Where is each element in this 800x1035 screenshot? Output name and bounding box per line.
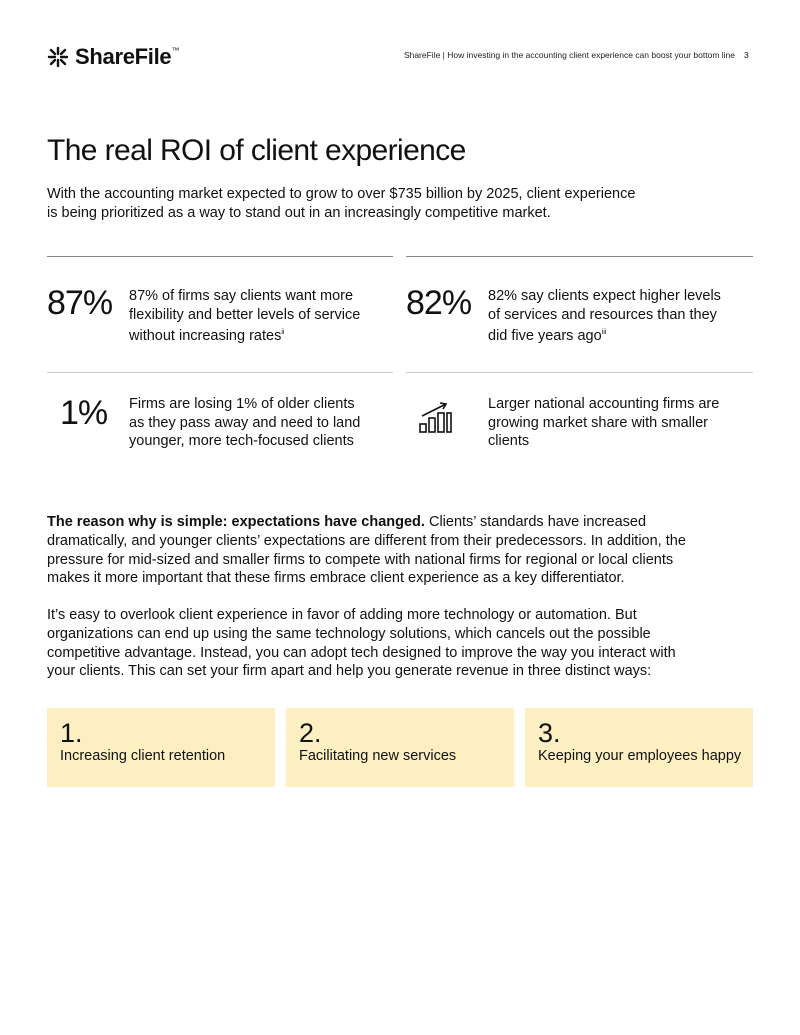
paragraph-text: Clients’ standards have increased dramat… — [47, 514, 686, 587]
growth-icon — [419, 402, 452, 433]
logo: ShareFile™ — [47, 44, 179, 70]
divider — [47, 256, 393, 257]
lead-in: The reason why is simple: expectations h… — [47, 514, 425, 530]
stat-copy: 82% say clients expect higher levels of … — [488, 288, 721, 344]
logo-icon — [47, 46, 69, 68]
divider — [406, 256, 753, 257]
stat-figure: 87% — [47, 284, 113, 322]
way-card: 1. Increasing client retention — [47, 708, 275, 787]
stat-copy: 87% of firms say clients want more flexi… — [129, 288, 361, 344]
way-label: Facilitating new services — [299, 748, 457, 764]
stat-text: Firms are losing 1% of older clients as … — [129, 396, 361, 449]
intro: With the accounting market expected to g… — [47, 186, 636, 221]
way-number: 3. — [538, 718, 561, 748]
stat-text: 82% say clients expect higher levels of … — [488, 287, 723, 345]
running-title: ShareFile | How investing in the account… — [403, 50, 735, 60]
stat-figure: 1% — [60, 394, 108, 432]
stat-figure: 82% — [406, 284, 472, 322]
way-number: 2. — [299, 718, 322, 748]
page-number: 3 — [744, 50, 749, 60]
stat-text: Larger national accounting firms are gro… — [488, 396, 720, 449]
way-label: Increasing client retention — [60, 748, 226, 764]
divider — [47, 372, 393, 373]
trademark: ™ — [171, 46, 180, 55]
way-card: 2. Facilitating new services — [286, 708, 514, 787]
logo-word: ShareFile — [75, 44, 172, 69]
body-paragraph: It’s easy to overlook client experience … — [47, 607, 676, 680]
body-paragraph: The reason why is simple: expectations h… — [47, 513, 707, 588]
divider — [406, 372, 753, 373]
way-card: 3. Keeping your employees happy — [525, 708, 753, 787]
way-number: 1. — [60, 718, 83, 748]
title: The real ROI of client experience — [47, 134, 466, 167]
stat-text: 87% of firms say clients want more flexi… — [129, 287, 364, 345]
footnote-ref: iii — [601, 329, 607, 336]
footnote-ref: ii — [281, 329, 285, 336]
way-label: Keeping your employees happy — [538, 748, 742, 764]
logo-text: ShareFile™ — [75, 44, 179, 70]
